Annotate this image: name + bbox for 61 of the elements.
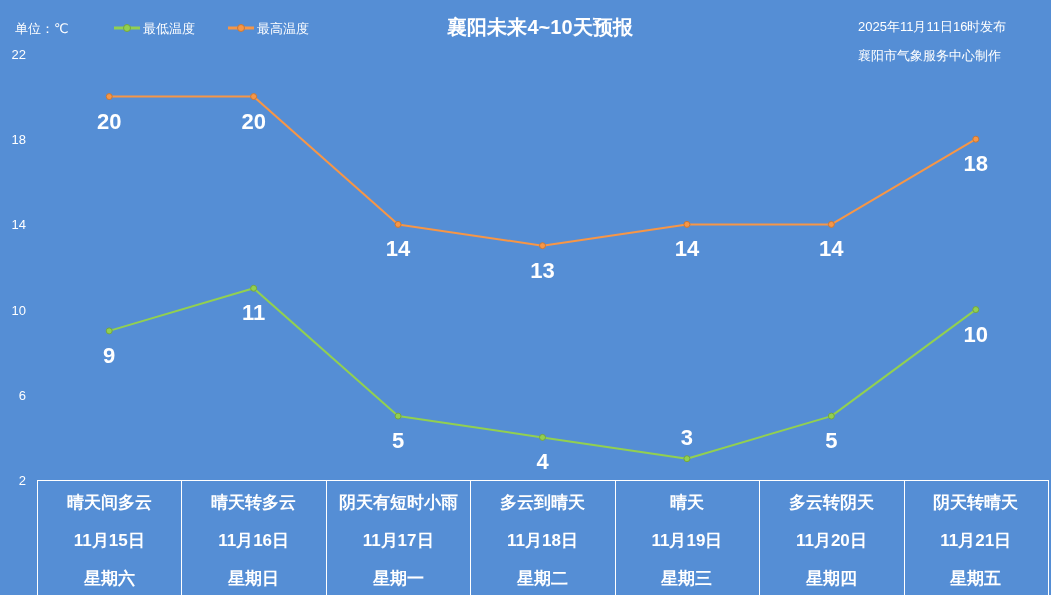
- text: 星期一: [371, 568, 424, 587]
- data-label: 11: [242, 299, 266, 325]
- text: 星期六: [82, 568, 135, 587]
- x-tick-label: 11月16日: [218, 530, 290, 550]
- point: [683, 455, 691, 463]
- point: [683, 220, 691, 228]
- data-label: 5: [825, 427, 838, 453]
- text: 阴天有短时小雨: [338, 492, 458, 512]
- x-tick-label: 11月20日: [795, 530, 867, 550]
- text: 星期二: [516, 568, 568, 587]
- point: [105, 93, 113, 101]
- text: 星期四: [804, 568, 857, 587]
- point: [972, 306, 980, 314]
- data-label: 3: [680, 424, 694, 450]
- y-tick-label: 2: [18, 472, 26, 488]
- data-label: 20: [241, 108, 266, 134]
- annotation: 襄阳市气象服务中心制作: [858, 47, 1001, 63]
- x-tick-label: 11月19日: [651, 530, 723, 550]
- chart-subtitle: 2025年11月11日16时发布: [858, 18, 1007, 34]
- legend-label: 最低温度: [143, 20, 195, 36]
- y-axis-title: 单位：℃: [15, 20, 69, 36]
- y-tick-label: 14: [11, 216, 26, 232]
- point: [827, 220, 835, 228]
- point: [972, 135, 980, 143]
- x-tick-label: 11月17日: [362, 530, 434, 550]
- text: 多云转阴天: [788, 492, 874, 512]
- point: [250, 284, 258, 292]
- point: [394, 220, 402, 228]
- point: [250, 93, 258, 101]
- point: [105, 327, 113, 335]
- text: 星期日: [227, 568, 280, 587]
- y-tick-label: 10: [11, 302, 26, 318]
- legend-label: 最高温度: [257, 20, 309, 36]
- y-tick-label: 6: [18, 387, 26, 403]
- text: 晴天: [669, 492, 704, 512]
- point: [827, 412, 835, 420]
- point: [539, 433, 546, 441]
- data-label: 20: [96, 108, 122, 134]
- data-label: 10: [963, 321, 989, 347]
- data-label: 9: [103, 342, 116, 368]
- data-label: 14: [385, 235, 412, 261]
- text: 星期五: [949, 568, 1002, 587]
- data-label: 14: [674, 235, 700, 261]
- data-label: 13: [530, 257, 555, 283]
- text: 阴天转晴天: [933, 492, 1019, 512]
- text: 星期三: [660, 568, 713, 587]
- x-tick-label: 11月18日: [507, 530, 578, 550]
- data-label: 18: [963, 150, 989, 176]
- point: [539, 242, 546, 250]
- y-tick-label: 18: [11, 131, 26, 147]
- text: 多云到晴天: [500, 492, 585, 512]
- y-tick-label: 22: [11, 46, 26, 62]
- data-label: 14: [819, 235, 845, 261]
- text: 晴天间多云: [66, 492, 152, 512]
- text: 晴天转多云: [211, 492, 297, 512]
- data-label: 5: [391, 427, 405, 453]
- x-tick-label: 11月15日: [73, 530, 145, 550]
- data-label: 4: [536, 448, 550, 474]
- x-tick-label: 11月21日: [940, 530, 1012, 550]
- point: [394, 412, 402, 420]
- chart-title: 襄阳未来4~10天预报: [447, 16, 634, 38]
